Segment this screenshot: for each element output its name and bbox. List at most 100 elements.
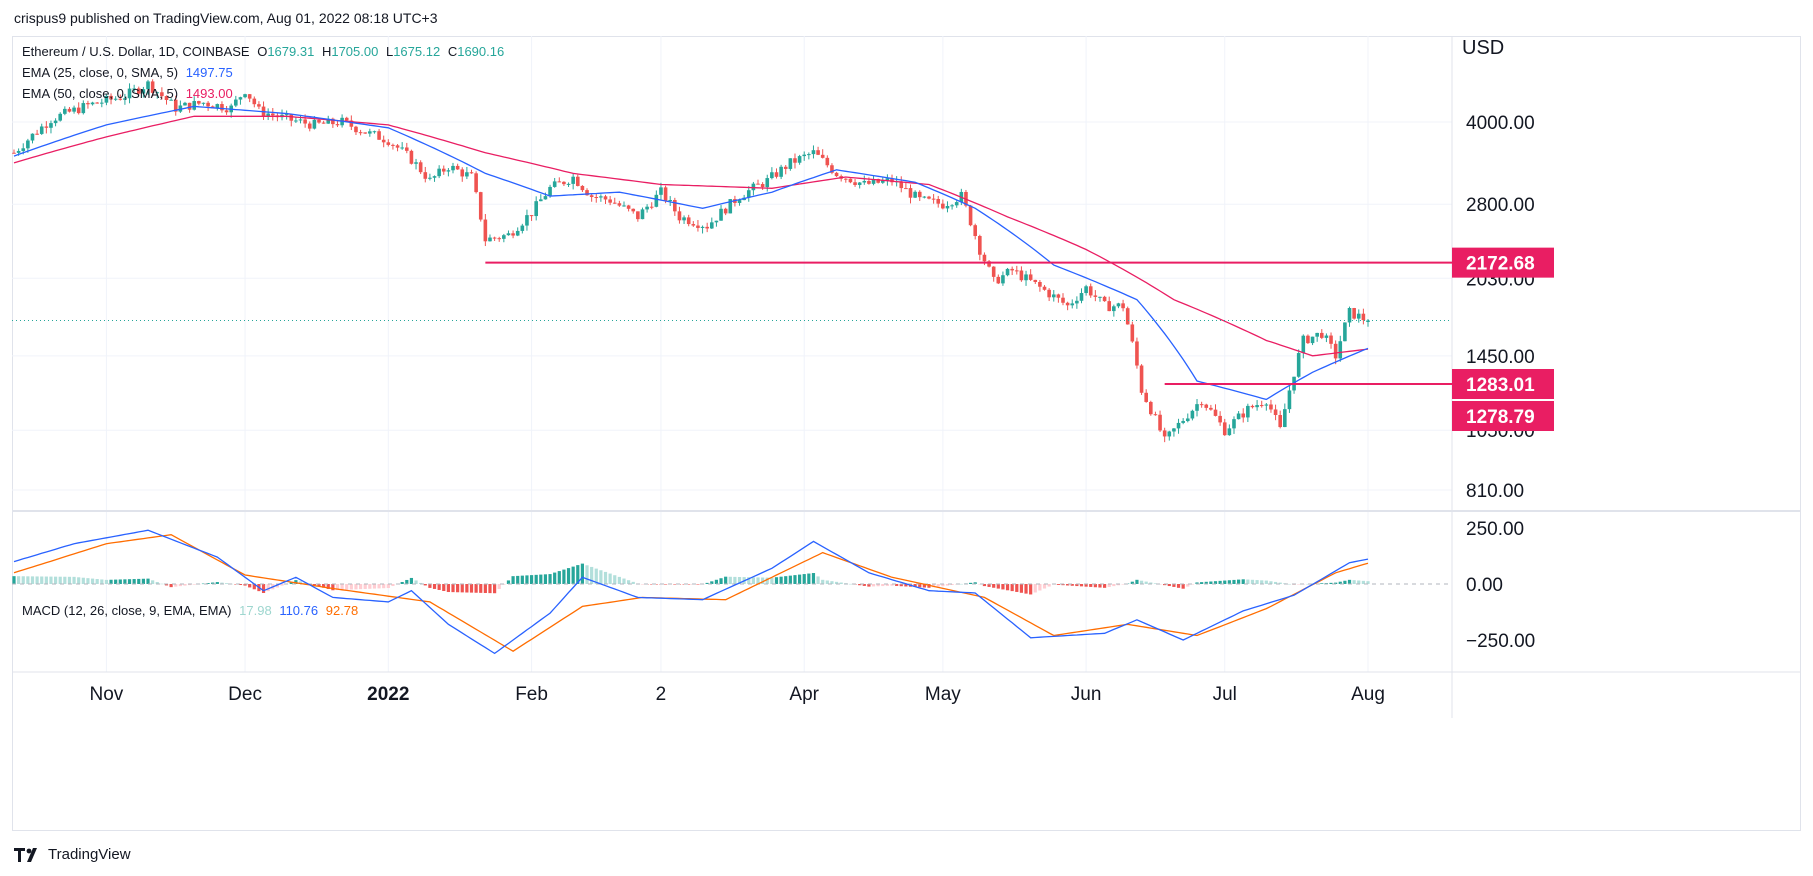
candle-body (90, 102, 95, 105)
candle-body (867, 180, 871, 184)
macd-histogram-bar (710, 581, 714, 584)
candle-body (663, 187, 668, 201)
macd-histogram-bar (608, 573, 612, 584)
macd-histogram-bar (705, 582, 709, 584)
candle-body (372, 131, 377, 133)
candle-body (529, 215, 534, 217)
macd-histogram-bar (1084, 584, 1088, 587)
macd-tick-label: 250.00 (1466, 519, 1524, 540)
macd-histogram-bar (1135, 579, 1139, 584)
macd-histogram-bar (1264, 580, 1268, 584)
macd-histogram-bar (737, 576, 742, 584)
time-tick-label: Jul (1213, 684, 1237, 705)
macd-histogram-bar (848, 583, 853, 585)
macd-tick-label: −250.00 (1466, 631, 1535, 652)
ema50-row: EMA (50, close, 0, SMA, 5) 1493.00 (22, 83, 508, 104)
candle-body (109, 95, 113, 100)
ema25-line (13, 105, 1369, 401)
candle-body (1033, 279, 1038, 282)
time-tick-label: 2 (656, 684, 667, 705)
macd-label: MACD (12, 26, close, 9, EMA, EMA) (22, 603, 232, 618)
candle-body (164, 96, 169, 101)
candle-body (1218, 415, 1222, 423)
candle-body (1333, 343, 1338, 359)
candle-body (317, 119, 321, 123)
candle-body (1185, 418, 1190, 422)
macd-histogram-bar (368, 584, 372, 589)
macd-histogram-bar (1116, 584, 1121, 586)
candle-body (344, 117, 349, 121)
footer-brand[interactable]: TradingView (14, 846, 131, 863)
macd-histogram-bar (1186, 584, 1190, 587)
macd-histogram-bar (802, 574, 806, 584)
macd-histogram-bar (650, 584, 654, 585)
price-tick-label: 2800.00 (1466, 195, 1535, 216)
macd-histogram-bar (317, 584, 321, 587)
candle-body (1135, 341, 1139, 366)
macd-histogram-bar (312, 584, 316, 586)
close-label: C (447, 44, 458, 59)
candle-body (857, 182, 862, 185)
macd-histogram-bar (322, 584, 326, 588)
candle-body (26, 140, 30, 149)
macd-histogram-bar (1209, 581, 1213, 584)
macd-histogram-bar (1361, 580, 1365, 584)
macd-histogram-bar (797, 574, 802, 584)
macd-histogram-bar (617, 576, 621, 584)
macd-histogram-bar (1320, 583, 1324, 584)
candle-body (104, 95, 109, 103)
macd-histogram-bar (687, 584, 691, 585)
macd-histogram-bar (1278, 582, 1282, 584)
candle-body (636, 211, 640, 220)
candle-body (1352, 308, 1356, 319)
candle-body (1283, 409, 1287, 428)
candle-body (885, 178, 890, 181)
macd-histogram-bar (1213, 581, 1218, 584)
candle-body (257, 104, 261, 107)
open-value: 1679.31 (267, 44, 315, 59)
candle-body (183, 102, 187, 106)
macd-histogram-bar (109, 579, 113, 584)
macd-histogram-bar (354, 584, 358, 590)
candle-body (807, 154, 811, 156)
candle-body (1172, 428, 1176, 432)
price-badge (1452, 247, 1554, 278)
candle-body (44, 126, 49, 128)
candle-body (113, 98, 118, 100)
macd-histogram-bar (622, 578, 626, 584)
macd-histogram-bar (1260, 580, 1264, 584)
macd-histogram-bar (363, 584, 367, 589)
candle-body (1167, 431, 1172, 437)
macd-histogram-bar (340, 584, 344, 590)
macd-histogram-bar (1241, 579, 1245, 584)
candle-body (155, 92, 160, 94)
macd-histogram-bar (174, 584, 178, 587)
macd-histogram-bar (146, 578, 150, 584)
macd-histogram-bar (950, 584, 954, 586)
candle-body (1010, 268, 1014, 271)
macd-histogram-bar (1343, 580, 1347, 584)
macd-histogram-bar (627, 580, 631, 584)
candle-body (557, 181, 562, 183)
candle-body (469, 172, 474, 174)
candle-body (197, 101, 201, 104)
macd-histogram-bar (1227, 580, 1231, 584)
candle-body (737, 200, 742, 203)
macd-histogram-bar (137, 578, 141, 584)
macd-histogram-bar (446, 584, 450, 593)
price-tick-label: 1450.00 (1466, 347, 1535, 368)
candle-body (1324, 335, 1329, 338)
axes: USD4000.002800.002030.001450.001050.0081… (90, 37, 1554, 705)
macd-histogram-bar (1306, 583, 1310, 585)
candle-body (631, 208, 636, 212)
macd-histogram-bar (751, 577, 755, 584)
candle-body (497, 238, 502, 240)
macd-histogram-bar (155, 582, 159, 584)
macd-histogram-bar (141, 578, 145, 584)
macd-histogram-bar (1061, 584, 1065, 586)
macd-histogram-bar (511, 576, 515, 584)
macd-histogram-bar (858, 584, 862, 586)
candle-body (30, 133, 35, 141)
candle-body (418, 162, 423, 173)
